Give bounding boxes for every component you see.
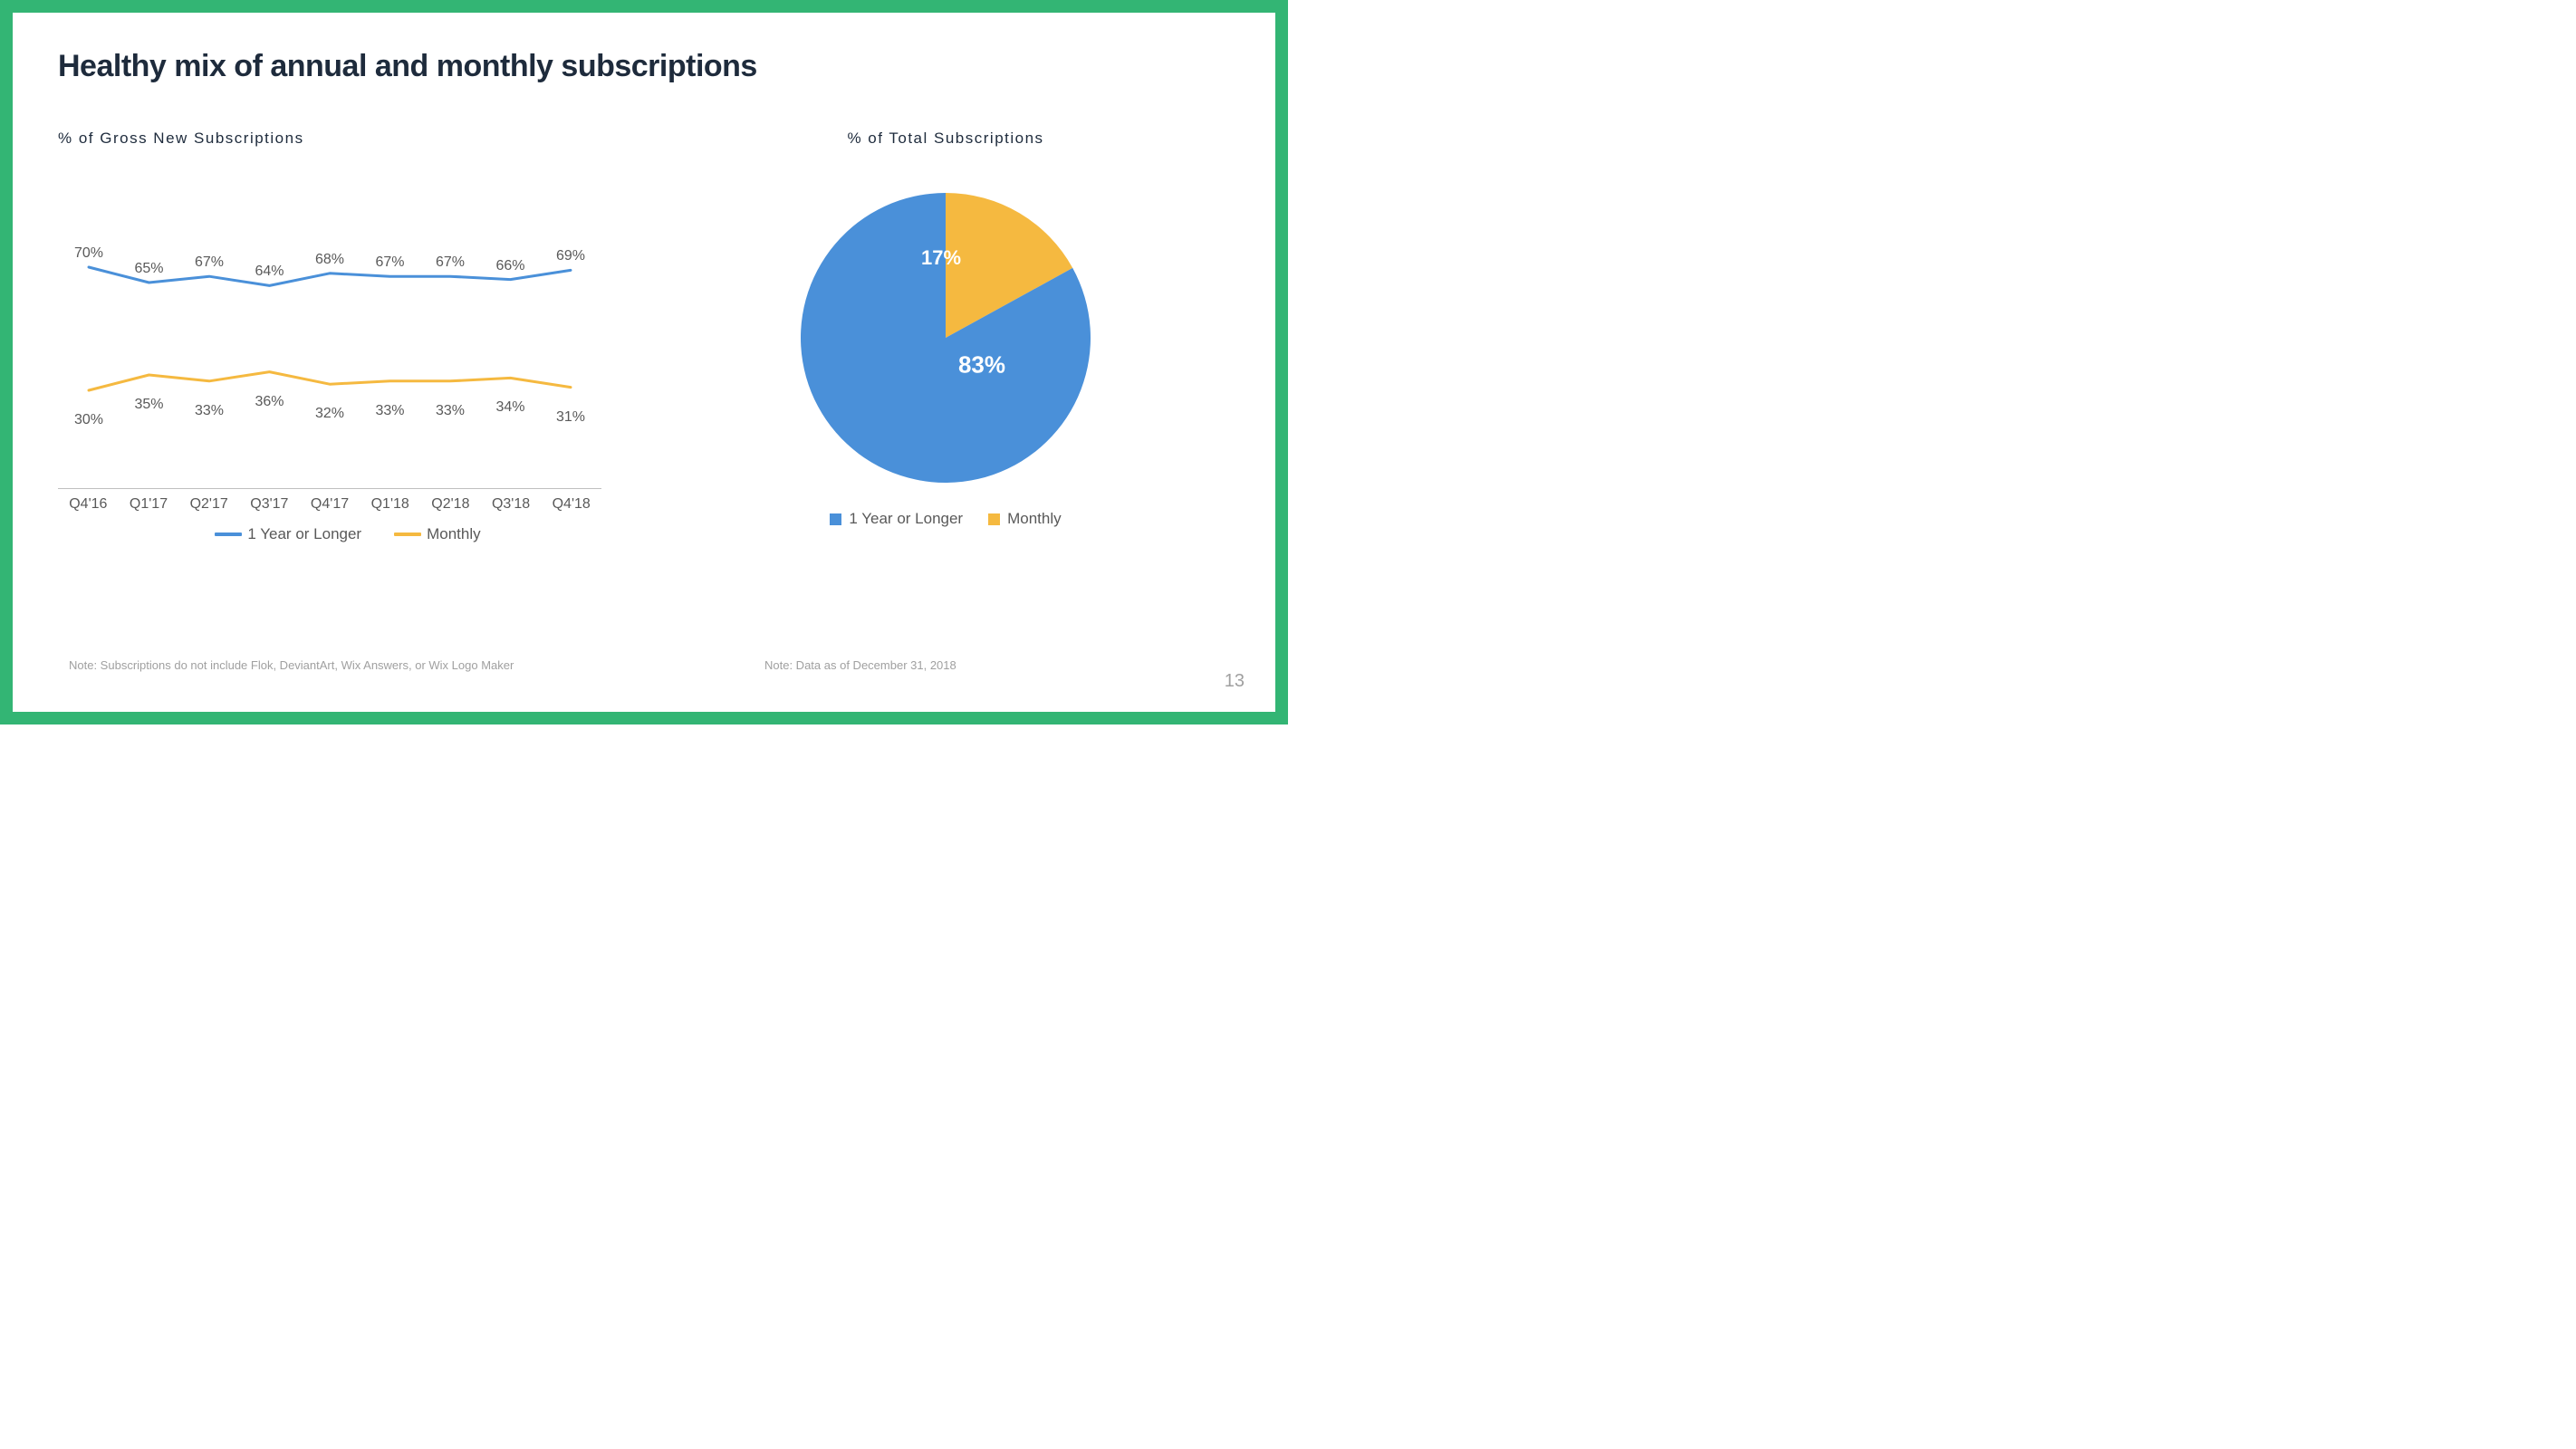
line-chart-x-axis: Q4'16Q1'17Q2'17Q3'17Q4'17Q1'18Q2'18Q3'18… bbox=[58, 488, 601, 513]
line-data-label: 33% bbox=[195, 403, 224, 419]
line-chart-title: % of Gross New Subscriptions bbox=[58, 130, 638, 148]
line-data-label: 34% bbox=[495, 399, 524, 416]
line-chart-legend: 1 Year or Longer Monthly bbox=[58, 525, 638, 543]
line-chart-plot: 70% 65% 67% 64% 68% 67% 67% 66% 69% 30% 35% 33% 36% 3… bbox=[58, 175, 601, 483]
line-data-label: 33% bbox=[375, 403, 404, 419]
legend-swatch bbox=[988, 513, 1000, 525]
pie-slice-label: 83% bbox=[958, 351, 1005, 379]
line-data-label: 70% bbox=[74, 245, 103, 262]
pie-chart-legend: 1 Year or Longer Monthly bbox=[830, 510, 1061, 528]
line-data-label: 69% bbox=[556, 248, 585, 264]
line-data-label: 33% bbox=[436, 403, 465, 419]
pie-chart-note: Note: Data as of December 31, 2018 bbox=[764, 658, 956, 672]
x-axis-label: Q4'18 bbox=[541, 496, 601, 513]
line-data-label: 35% bbox=[134, 397, 163, 413]
pie-slice-label: 17% bbox=[921, 246, 961, 270]
page-number: 13 bbox=[1225, 671, 1245, 692]
x-axis-label: Q3'18 bbox=[481, 496, 542, 513]
legend-label: Monthly bbox=[1007, 510, 1062, 528]
line-data-label: 30% bbox=[74, 412, 103, 428]
slide-frame: Healthy mix of annual and monthly subscr… bbox=[0, 0, 1288, 724]
line-data-label: 31% bbox=[556, 409, 585, 426]
line-data-label: 65% bbox=[134, 261, 163, 277]
line-data-label: 36% bbox=[255, 394, 284, 410]
legend-swatch bbox=[830, 513, 841, 525]
legend-item: 1 Year or Longer bbox=[215, 525, 361, 543]
line-chart-note: Note: Subscriptions do not include Flok,… bbox=[69, 658, 514, 672]
pie-chart-svg bbox=[801, 193, 1091, 483]
line-chart-svg bbox=[58, 175, 601, 483]
line-data-label: 67% bbox=[436, 254, 465, 271]
x-axis-label: Q2'17 bbox=[178, 496, 239, 513]
line-data-label: 32% bbox=[315, 406, 344, 422]
x-axis-label: Q1'18 bbox=[360, 496, 420, 513]
legend-label: 1 Year or Longer bbox=[849, 510, 963, 528]
page-title: Healthy mix of annual and monthly subscr… bbox=[58, 49, 1230, 84]
charts-row: % of Gross New Subscriptions 70% 65% 67% 64… bbox=[58, 130, 1230, 543]
line-data-label: 67% bbox=[375, 254, 404, 271]
line-data-label: 66% bbox=[495, 258, 524, 274]
line-data-label: 64% bbox=[255, 264, 284, 280]
line-data-label: 67% bbox=[195, 254, 224, 271]
pie-chart-plot: 17% 83% bbox=[801, 193, 1091, 483]
pie-chart-title: % of Total Subscriptions bbox=[847, 130, 1043, 148]
legend-item: Monthly bbox=[988, 510, 1062, 528]
x-axis-label: Q3'17 bbox=[239, 496, 300, 513]
line-series-1 bbox=[89, 372, 571, 390]
legend-swatch bbox=[394, 533, 421, 536]
legend-item: 1 Year or Longer bbox=[830, 510, 963, 528]
line-data-label: 68% bbox=[315, 252, 344, 268]
line-chart-panel: % of Gross New Subscriptions 70% 65% 67% 64… bbox=[58, 130, 638, 543]
legend-label: Monthly bbox=[427, 525, 481, 543]
x-axis-label: Q2'18 bbox=[420, 496, 481, 513]
legend-item: Monthly bbox=[394, 525, 481, 543]
legend-swatch bbox=[215, 533, 242, 536]
legend-label: 1 Year or Longer bbox=[247, 525, 361, 543]
x-axis-label: Q4'16 bbox=[58, 496, 119, 513]
pie-chart-panel: % of Total Subscriptions 17% 83% 1 Year o… bbox=[710, 130, 1181, 528]
slide-content: Healthy mix of annual and monthly subscr… bbox=[13, 13, 1275, 712]
x-axis-label: Q4'17 bbox=[300, 496, 360, 513]
x-axis-label: Q1'17 bbox=[119, 496, 179, 513]
